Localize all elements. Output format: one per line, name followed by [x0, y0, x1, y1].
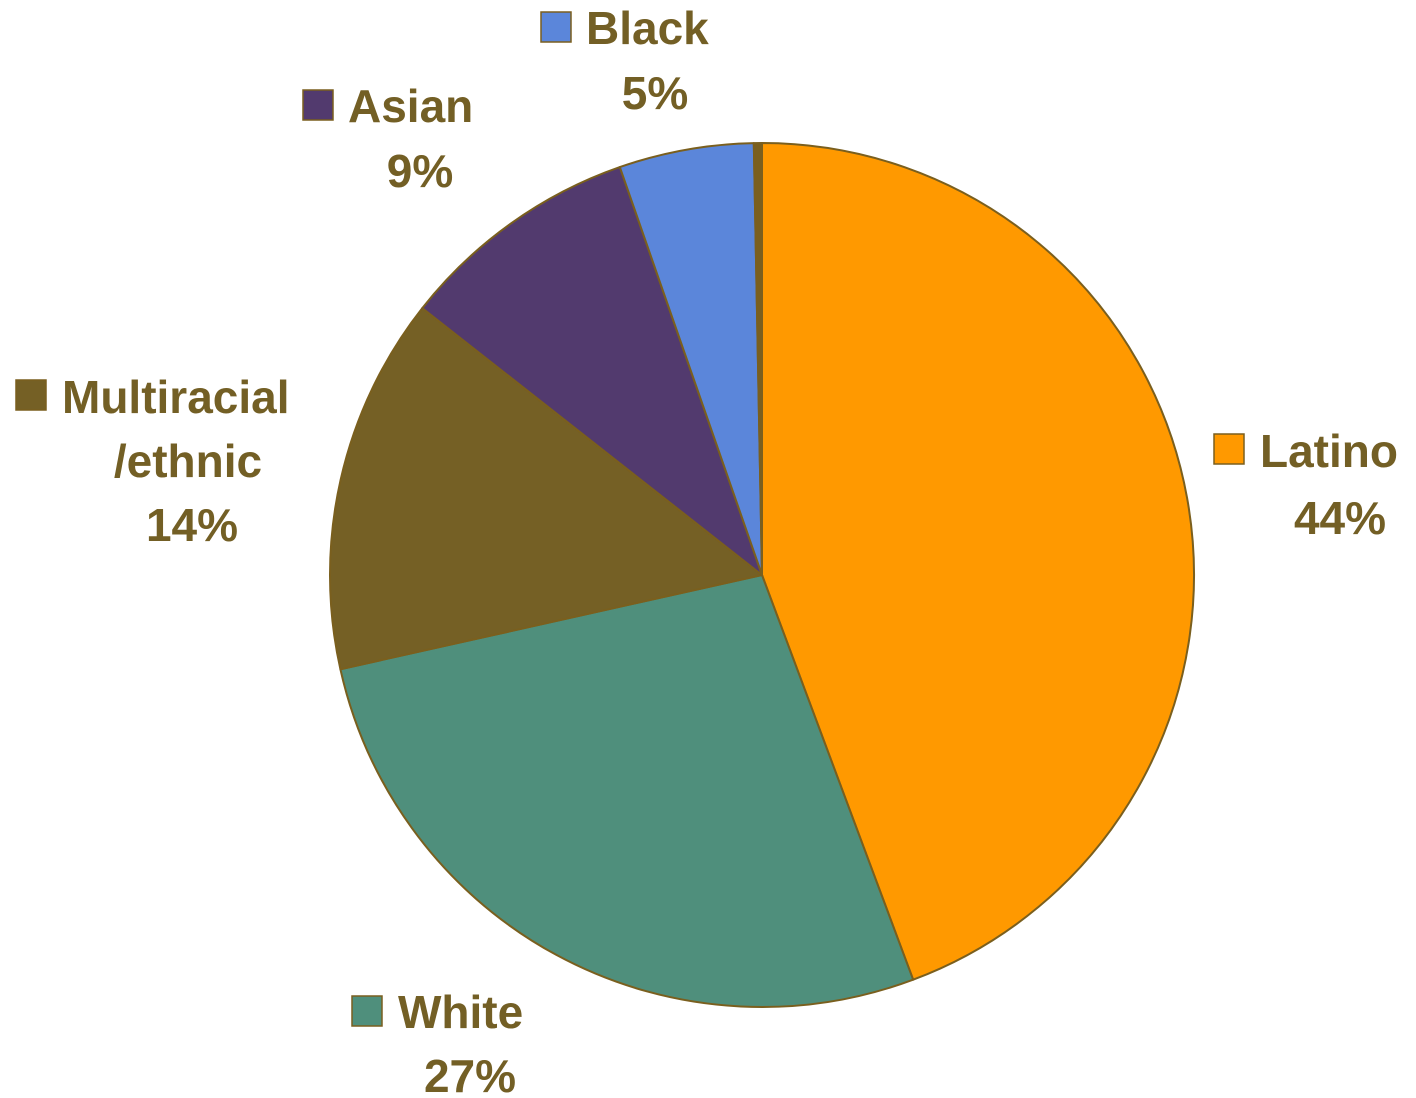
pie-slice-latino [761, 142, 1195, 981]
pie-slice-other [752, 142, 763, 576]
pie-slice-white [339, 574, 915, 1009]
label-asian: Asian 9% [302, 80, 473, 197]
pie-slice-multiracial-ethnic [329, 307, 763, 671]
slice-percent-white: 27% [424, 1050, 516, 1098]
legend-swatch-multiracial [15, 379, 47, 411]
legend-swatch-latino [1213, 433, 1245, 465]
legend-swatch-asian [302, 89, 334, 121]
slice-name-latino: Latino [1260, 425, 1398, 477]
slice-name-black: Black [586, 2, 709, 54]
slice-name-asian: Asian [348, 80, 473, 132]
label-white: White 27% [351, 986, 523, 1098]
slice-percent-black: 5% [622, 67, 688, 119]
label-latino: Latino 44% [1213, 425, 1398, 544]
slice-percent-latino: 44% [1294, 492, 1386, 544]
label-black: Black 5% [540, 2, 709, 119]
slice-percent-asian: 9% [387, 145, 453, 197]
slice-name-multiracial-line2: /ethnic [114, 435, 262, 487]
slice-name-white: White [398, 986, 523, 1038]
slice-percent-multiracial: 14% [146, 499, 238, 551]
slice-name-multiracial-line1: Multiracial [62, 371, 290, 423]
pie-slices [329, 142, 1195, 1009]
legend-swatch-white [351, 995, 383, 1027]
legend-swatch-black [540, 11, 572, 43]
pie-slice-asian [421, 166, 763, 576]
label-multiracial: Multiracial /ethnic 14% [15, 371, 290, 551]
